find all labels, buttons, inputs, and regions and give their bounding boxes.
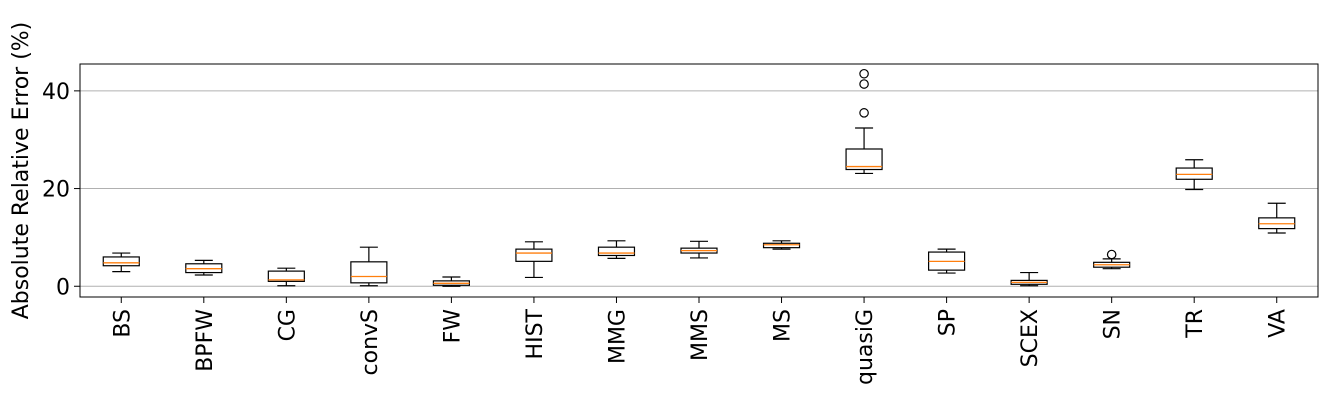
x-tick-label-FW: FW xyxy=(440,309,465,344)
box-quasiG xyxy=(845,68,883,175)
outlier-point xyxy=(859,79,869,89)
box-VA xyxy=(1258,202,1296,234)
x-tick-label-CG: CG xyxy=(275,309,300,341)
iqr-box xyxy=(350,261,388,284)
y-axis-ticks: 0 20 40 xyxy=(42,80,80,300)
x-tick-label-HIST: HIST xyxy=(523,308,548,359)
box-SP xyxy=(927,248,966,274)
outlier-point xyxy=(859,108,869,118)
box-convS xyxy=(350,246,388,287)
x-axis-ticks: BS BPFW CG convS FW HIST MMG MMS MS quasiG SP SCEX S… xyxy=(110,297,1291,385)
x-tick-label-MS: MS xyxy=(771,309,796,342)
box-BPFW xyxy=(185,259,223,276)
x-tick-label-convS: convS xyxy=(358,309,383,375)
y-tick-label: 40 xyxy=(42,80,70,105)
iqr-box xyxy=(597,246,636,257)
iqr-box xyxy=(845,148,883,171)
x-tick-label-quasiG: quasiG xyxy=(853,309,878,385)
iqr-box xyxy=(267,270,305,282)
box-CG xyxy=(267,267,305,287)
iqr-box xyxy=(762,242,801,249)
x-tick-label-BS: BS xyxy=(110,309,135,338)
box-HIST xyxy=(515,241,553,279)
iqr-box xyxy=(515,248,553,262)
x-tick-label-TR: TR xyxy=(1183,309,1208,339)
outlier-point xyxy=(859,68,869,79)
x-tick-label-VA: VA xyxy=(1266,309,1291,338)
outlier-point xyxy=(1106,249,1117,260)
x-tick-label-SCEX: SCEX xyxy=(1018,309,1043,367)
iqr-box xyxy=(1175,167,1213,180)
x-tick-label-BPFW: BPFW xyxy=(193,309,218,372)
box-SCEX xyxy=(1010,271,1048,287)
box-SN xyxy=(1093,249,1131,270)
iqr-box xyxy=(102,256,140,267)
x-tick-label-SP: SP xyxy=(936,309,961,336)
box-MMG xyxy=(597,240,636,260)
plot-area-frame xyxy=(79,63,1319,298)
box-series xyxy=(102,68,1296,287)
y-tick-label: 20 xyxy=(42,178,70,203)
box-MMS xyxy=(680,240,718,259)
y-tick-label: 0 xyxy=(56,275,70,300)
x-tick-label-MMS: MMS xyxy=(688,309,713,361)
box-TR xyxy=(1175,159,1213,191)
y-axis-label: Absolute Relative Error (%) xyxy=(9,22,34,320)
box-FW xyxy=(432,276,470,287)
x-tick-label-SN: SN xyxy=(1101,309,1126,339)
box-MS xyxy=(762,240,801,250)
box-BS xyxy=(102,252,140,273)
x-tick-label-MMG: MMG xyxy=(605,309,630,364)
